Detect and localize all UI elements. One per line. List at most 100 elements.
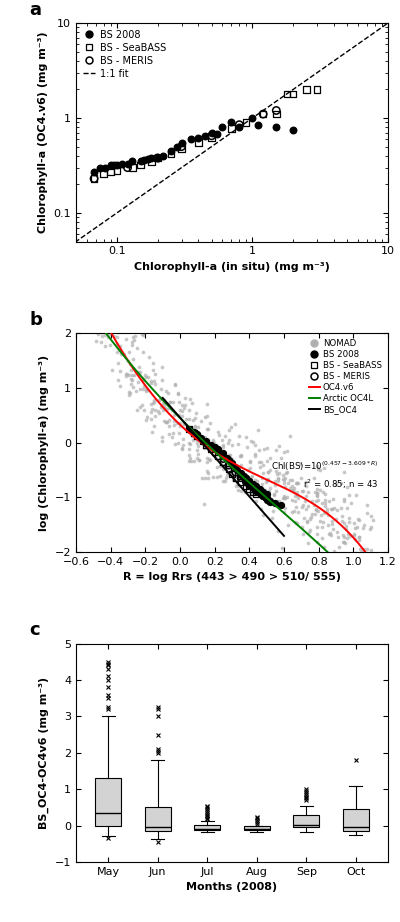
Point bbox=[325, 507, 332, 522]
Point bbox=[260, 489, 266, 503]
Point bbox=[289, 479, 296, 494]
Y-axis label: Chlorophyll-a (OC4.v6) (mg m⁻³): Chlorophyll-a (OC4.v6) (mg m⁻³) bbox=[38, 31, 48, 233]
Point bbox=[227, 448, 233, 463]
Point bbox=[195, 420, 202, 434]
Point bbox=[194, 429, 200, 443]
Point bbox=[93, 325, 100, 339]
Point bbox=[270, 487, 277, 502]
Point bbox=[300, 483, 306, 498]
Point bbox=[304, 514, 310, 529]
Point bbox=[281, 505, 288, 520]
Point bbox=[127, 357, 133, 372]
Point bbox=[105, 324, 111, 338]
Point bbox=[370, 513, 376, 527]
Point bbox=[165, 412, 172, 427]
Point bbox=[201, 471, 208, 486]
Point bbox=[108, 362, 115, 377]
Point bbox=[313, 459, 320, 474]
Point bbox=[264, 472, 270, 487]
Point bbox=[94, 324, 100, 338]
Point bbox=[129, 367, 135, 382]
Point bbox=[319, 520, 325, 535]
Point bbox=[200, 497, 207, 512]
Point bbox=[182, 397, 188, 412]
Point bbox=[226, 423, 232, 438]
Point bbox=[152, 403, 158, 418]
Point bbox=[298, 471, 304, 486]
Point bbox=[229, 456, 235, 471]
Point bbox=[338, 476, 344, 491]
Point bbox=[95, 324, 102, 338]
Point bbox=[282, 479, 288, 494]
Point bbox=[273, 103, 280, 118]
Point bbox=[178, 141, 185, 156]
Point bbox=[232, 462, 238, 477]
Point bbox=[290, 123, 296, 137]
Point bbox=[348, 550, 354, 564]
Point bbox=[145, 151, 151, 166]
Point bbox=[294, 485, 300, 500]
Point bbox=[314, 82, 320, 97]
Point bbox=[202, 430, 208, 444]
Point bbox=[218, 432, 225, 447]
Point bbox=[272, 464, 279, 479]
Point bbox=[256, 486, 263, 501]
Point bbox=[369, 550, 376, 564]
Point bbox=[113, 324, 119, 338]
Point bbox=[129, 380, 136, 395]
Point bbox=[140, 345, 146, 360]
Point bbox=[156, 393, 163, 408]
Point bbox=[112, 324, 118, 338]
Point bbox=[361, 542, 368, 557]
Point bbox=[168, 147, 174, 161]
Point bbox=[352, 550, 359, 564]
Point bbox=[241, 469, 247, 484]
Point bbox=[192, 420, 198, 434]
Point bbox=[191, 424, 197, 439]
Point bbox=[221, 428, 228, 443]
Point bbox=[102, 324, 109, 338]
Point bbox=[281, 489, 287, 503]
Point bbox=[232, 479, 239, 493]
Point bbox=[118, 344, 124, 359]
Point bbox=[230, 463, 237, 478]
Point bbox=[140, 327, 146, 342]
Point bbox=[188, 454, 194, 468]
Point bbox=[175, 436, 181, 451]
Point bbox=[138, 154, 144, 169]
Point bbox=[329, 516, 335, 531]
Point bbox=[317, 514, 323, 528]
Point bbox=[356, 513, 362, 527]
Point bbox=[258, 470, 265, 485]
Point bbox=[176, 425, 182, 440]
Text: a: a bbox=[29, 1, 41, 18]
Point bbox=[285, 476, 291, 491]
Point bbox=[273, 107, 280, 122]
Point bbox=[354, 512, 361, 526]
Point bbox=[232, 466, 239, 480]
Point bbox=[282, 501, 288, 515]
Point bbox=[208, 438, 214, 453]
Point bbox=[250, 476, 256, 491]
Point bbox=[253, 493, 260, 508]
Point bbox=[276, 466, 282, 480]
Point bbox=[340, 515, 347, 530]
Point bbox=[264, 491, 270, 505]
Point bbox=[215, 424, 221, 439]
Point bbox=[102, 160, 108, 175]
Point bbox=[151, 395, 158, 409]
Point bbox=[232, 459, 238, 474]
Point bbox=[246, 455, 253, 469]
Point bbox=[100, 324, 106, 338]
Point bbox=[195, 446, 202, 461]
Point bbox=[204, 396, 210, 411]
Point bbox=[280, 472, 287, 487]
Point bbox=[186, 454, 192, 468]
Point bbox=[328, 514, 335, 528]
Point bbox=[294, 488, 301, 502]
Point bbox=[243, 471, 249, 486]
Point bbox=[364, 498, 371, 513]
Point bbox=[178, 136, 185, 150]
Point bbox=[253, 487, 260, 502]
Point bbox=[206, 452, 212, 467]
